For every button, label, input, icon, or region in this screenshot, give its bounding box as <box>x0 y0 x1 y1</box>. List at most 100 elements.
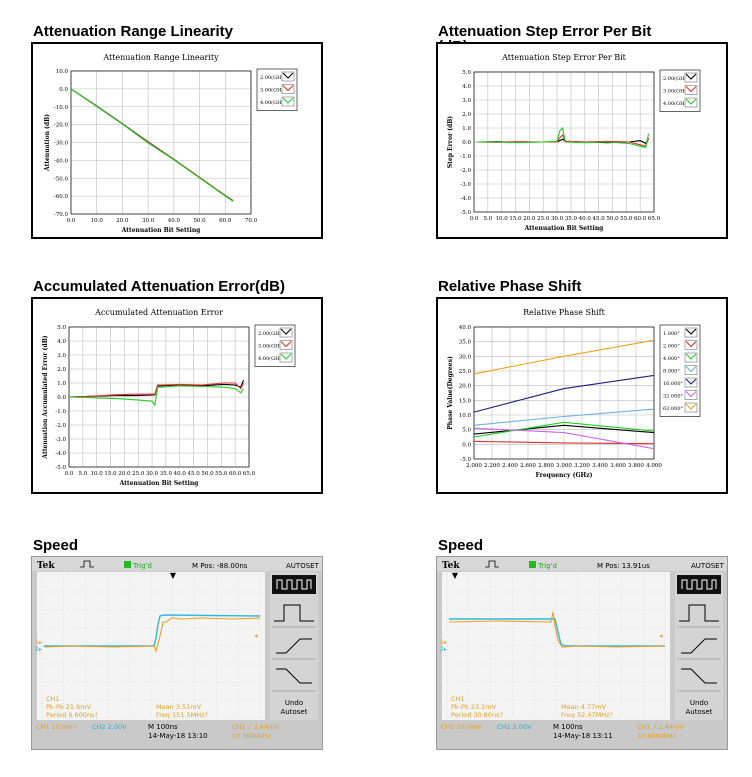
y-tick-label: -5.0 <box>55 465 66 471</box>
x-tick-label: 2.200 <box>484 463 500 469</box>
legend-swatch-line <box>280 341 292 348</box>
y-tick-label: -30.0 <box>54 141 69 147</box>
series-line <box>473 421 655 438</box>
y-tick-label: 40.0 <box>459 325 472 331</box>
heading-speed-right: Speed <box>438 537 484 554</box>
x-tick-label: 35.0 <box>565 216 578 222</box>
measure-ch1-label: CH1 <box>46 695 60 703</box>
legend-entry-label: 3.00(GHz) <box>260 87 286 94</box>
legend-swatch-line <box>685 98 697 105</box>
x-tick-label: 4.000 <box>646 463 662 469</box>
y-tick-label: -1.0 <box>460 154 471 160</box>
x-tick-label: 20.0 <box>116 218 129 224</box>
y-tick-label: 0.0 <box>462 140 471 146</box>
chart-range-linearity: Attenuation Range Linearity 0.0 10.0 20.0 30… <box>44 53 298 234</box>
x-tick-label: 15.0 <box>509 216 522 222</box>
legend-entry-label: 4.000° <box>663 356 680 362</box>
multi-cycle-icon <box>276 579 312 590</box>
oscilloscope-screen-left: Tek Trig'd M Pos: -88.00ns AUTOSET ▼ 1▸2▸ ◂ CH1… <box>32 557 322 740</box>
measure-pkpk: Pk-Pk 23.2mV <box>451 703 497 711</box>
legend-swatch-box <box>684 340 698 350</box>
rising-edge-icon <box>681 638 717 654</box>
plot-frame <box>70 70 252 215</box>
series-line <box>68 379 245 398</box>
y-tick-label: -40.0 <box>54 158 69 164</box>
menu-autoset-multi-cycle-button <box>272 575 316 594</box>
y-tick-label: 30.0 <box>459 354 472 360</box>
undo-autoset-label: Autoset <box>686 708 713 716</box>
chart-panel-range-linearity: Attenuation Range Linearity 0.0 10.0 20.0 30… <box>31 42 323 239</box>
x-tick-label: 40.0 <box>174 471 187 477</box>
trigger-edge-icon <box>80 560 94 568</box>
trigger-setting: CH1 ╱ 2.44mV <box>637 722 684 731</box>
legend-swatch-box <box>279 340 293 350</box>
plot-frame <box>473 71 655 213</box>
trigger-frequency: 10.0000kHz <box>637 732 677 740</box>
scope-top-bar <box>32 557 322 571</box>
legend-swatch-box <box>684 377 698 388</box>
legend-entry-label: 2.00(GHz) <box>663 75 689 82</box>
legend-swatch-box <box>684 365 698 375</box>
legend-swatch-line <box>685 391 697 398</box>
y-axis-label: Step Error (dB) <box>447 116 454 168</box>
chart-relative-phase: Relative Phase Shift 2.000 2.200 2.400 2.600… <box>447 308 701 479</box>
heading-relative-phase-shift: Relative Phase Shift <box>438 278 582 295</box>
x-tick-label: 40.0 <box>168 218 181 224</box>
ch1-trace <box>43 617 261 653</box>
legend-swatch-line <box>685 341 697 348</box>
timestamp: 14-May-18 13:10 <box>148 732 208 740</box>
ch2-scale: CH2 2.00V <box>497 723 532 731</box>
trigger-position-marker: ▼ <box>452 571 459 580</box>
x-tick-label: 30.0 <box>142 218 155 224</box>
measure-pkpk: Pk-Pk 21.6mV <box>46 703 92 711</box>
trigger-edge-icon <box>485 560 499 568</box>
y-tick-label: 10.0 <box>56 69 69 75</box>
trig-status-icon <box>124 561 131 568</box>
y-tick-label: 20.0 <box>459 384 472 390</box>
y-tick-label: -3.0 <box>55 437 66 443</box>
y-tick-label: -60.0 <box>54 194 69 200</box>
y-tick-label: 0.0 <box>59 87 68 93</box>
x-tick-label: 35.0 <box>160 471 173 477</box>
x-tick-label: 3.800 <box>628 463 644 469</box>
legend-swatch-line <box>685 403 697 410</box>
y-tick-label: -5.0 <box>460 457 471 463</box>
x-tick-label: 3.200 <box>574 463 590 469</box>
x-tick-label: 2.400 <box>502 463 518 469</box>
series-line <box>473 408 655 426</box>
measure-ch1-label: CH1 <box>451 695 465 703</box>
y-tick-label: -3.0 <box>460 182 471 188</box>
legend-swatch-line <box>685 328 697 335</box>
x-tick-label: 5.0 <box>78 471 87 477</box>
trig-status-text: Trig'd <box>537 562 557 570</box>
y-tick-label: -70.0 <box>54 212 69 218</box>
legend-entry-label: 4.00(GHz) <box>260 99 286 106</box>
y-tick-label: 5.0 <box>462 428 471 434</box>
legend-swatch-line <box>282 72 294 79</box>
y-tick-label: 1.0 <box>57 381 66 387</box>
x-tick-label: 55.0 <box>620 216 633 222</box>
y-tick-label: 0.0 <box>462 442 471 448</box>
autoset-label: AUTOSET <box>286 562 320 570</box>
undo-label: Undo <box>690 699 708 707</box>
ch2-marker: 2▸ <box>35 646 42 653</box>
x-tick-label: 55.0 <box>215 471 228 477</box>
legend-swatch-box <box>684 327 698 338</box>
x-tick-label: 70.0 <box>245 218 258 224</box>
legend-entry-label: 8.000° <box>663 369 680 375</box>
y-tick-label: -2.0 <box>55 423 66 429</box>
x-tick-label: 10.0 <box>91 218 104 224</box>
legend-swatch-line <box>685 378 697 385</box>
trig-status-icon <box>529 561 536 568</box>
legend-entry-label: 63.000° <box>663 406 683 412</box>
legend-swatch-box <box>684 390 698 400</box>
ch2-marker: 2▸ <box>440 646 447 653</box>
ch1-trace <box>448 611 666 648</box>
x-tick-label: 0.0 <box>67 218 76 224</box>
y-tick-label: 3.0 <box>57 353 66 359</box>
x-axis-label: Attenuation Bit Setting <box>524 225 605 232</box>
legend-swatch-line <box>282 85 294 92</box>
y-tick-label: 1.0 <box>462 126 471 132</box>
y-axis-label: Attenuation Accumulated Error (dB) <box>42 335 49 459</box>
x-tick-label: 50.0 <box>606 216 619 222</box>
